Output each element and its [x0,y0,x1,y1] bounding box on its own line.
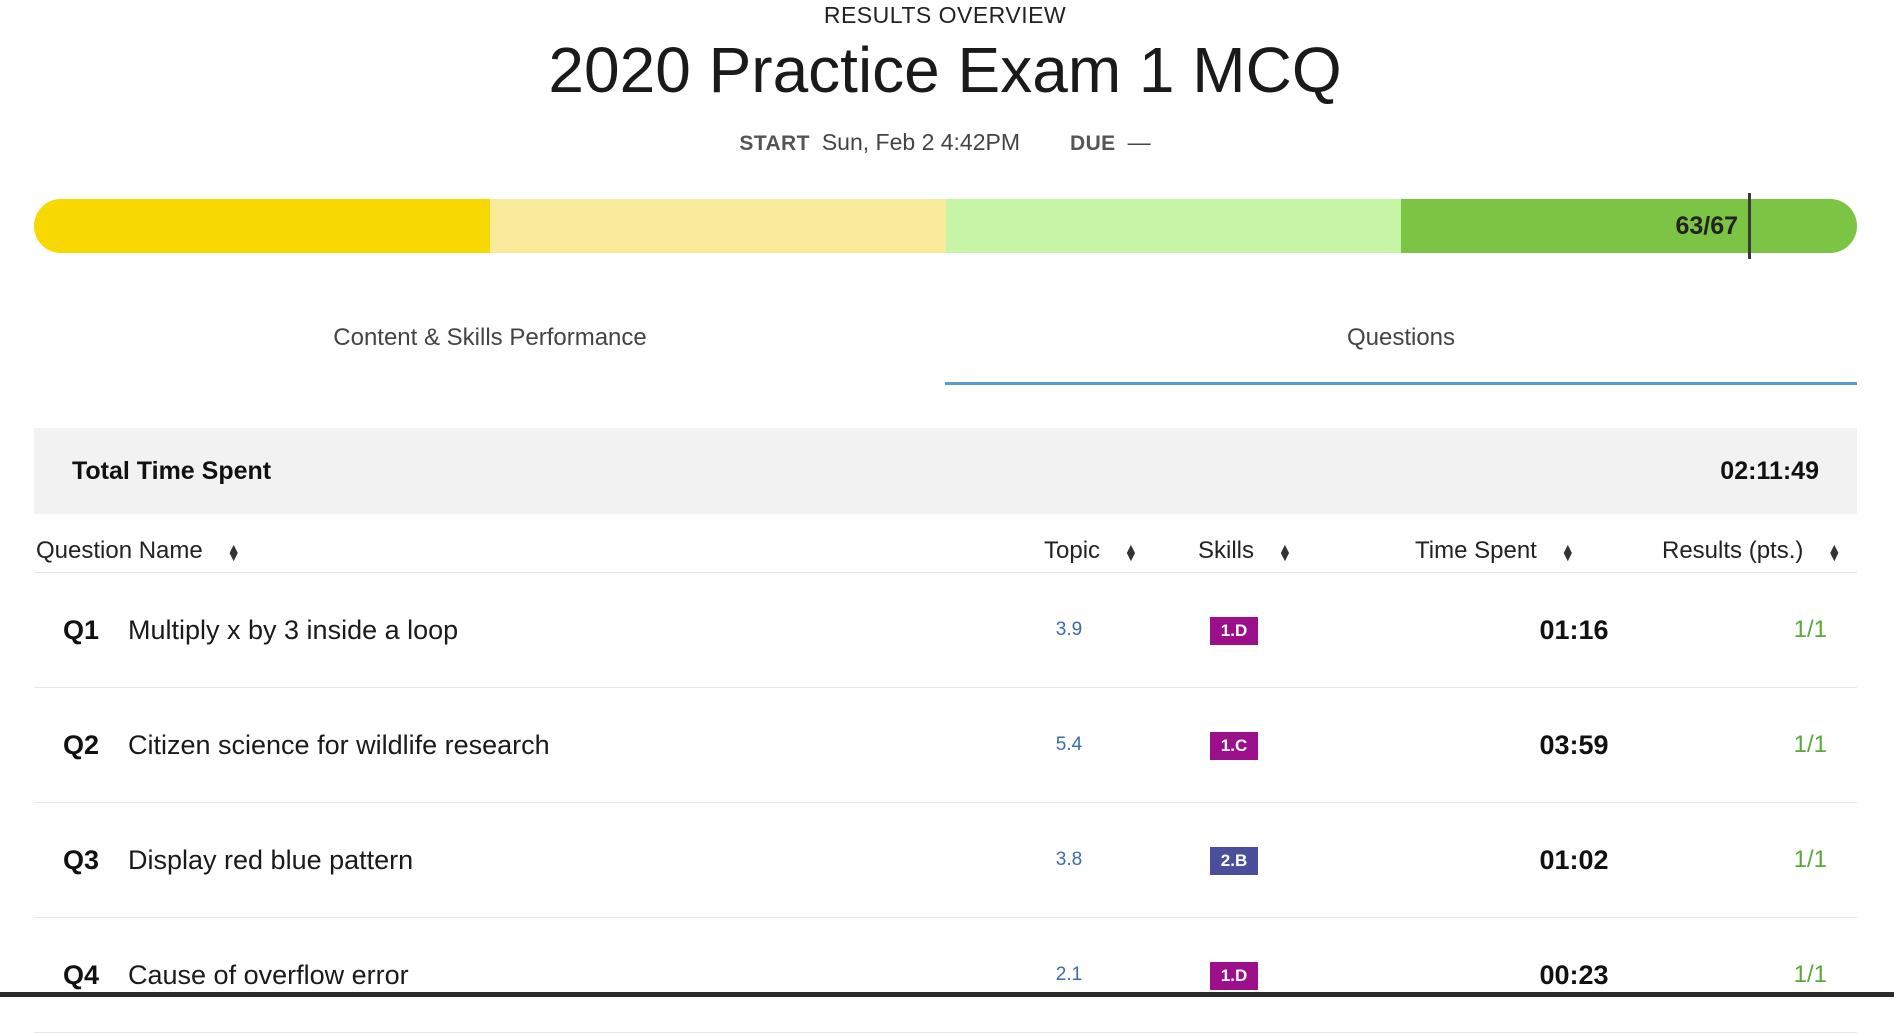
results-overview-label: RESULTS OVERVIEW [823,2,1067,28]
due-label: DUE [1070,132,1116,155]
question-number: Q3 [63,845,100,875]
score-text: 63/67 [1675,212,1738,240]
question-title[interactable]: Citizen science for wildlife research [128,730,550,760]
exam-meta: START Sun, Feb 2 4:42PM DUE — [0,122,1890,162]
score-bar [34,199,1857,253]
question-number: Q4 [63,960,100,990]
time-spent: 01:16 [1539,615,1609,645]
sort-updown-icon[interactable]: ▲ ▼ [226,539,241,564]
result-points: 1/1 [1793,616,1827,643]
table-row[interactable]: Q2 Citizen science for wildlife research… [34,688,1857,803]
skill-badge: 1.D [1210,962,1258,990]
topic-value: 2.1 [1055,964,1083,985]
sort-updown-icon[interactable]: ▲ ▼ [1124,539,1138,564]
column-time-spent[interactable]: Time Spent ▲ ▼ [1415,537,1575,564]
topic-value: 3.9 [1055,619,1083,640]
question-title[interactable]: Display red blue pattern [128,845,414,875]
column-topic[interactable]: Topic ▲ ▼ [1044,537,1138,564]
table-header: Question Name ▲ ▼ Topic ▲ ▼ Skills ▲ ▼ Time Sp… [34,530,1857,573]
topic-value: 3.8 [1055,849,1083,870]
column-results[interactable]: Results (pts.) ▲ ▼ [1662,537,1842,564]
page-title: 2020 Practice Exam 1 MCQ [548,34,1342,106]
result-points: 1/1 [1793,846,1827,873]
start-value: Sun, Feb 2 4:42PM [821,129,1021,155]
result-points: 1/1 [1793,731,1827,758]
topic-value: 5.4 [1055,734,1083,755]
score-bar-segment-1 [34,199,490,253]
time-spent: 03:59 [1539,730,1609,760]
column-question-name[interactable]: Question Name ▲ ▼ [36,537,241,564]
total-time-label: Total Time Spent [72,457,272,485]
start-label: START [739,132,810,155]
due-value: — [1127,129,1151,155]
time-spent: 01:02 [1539,845,1609,875]
tab-content-skills[interactable]: Content & Skills Performance [333,324,647,351]
total-time-panel: Total Time Spent 02:11:49 [34,428,1857,514]
skill-badge: 2.B [1210,847,1258,875]
question-title[interactable]: Multiply x by 3 inside a loop [128,615,459,645]
question-number: Q1 [63,615,100,645]
skill-badge: 1.C [1210,732,1258,760]
table-row[interactable]: Q3 Display red blue pattern 3.8 2.B 01:0… [34,803,1857,918]
sort-updown-icon[interactable]: ▲ ▼ [1278,539,1292,564]
score-bar-segment-4 [1401,199,1857,253]
score-bar-segment-2 [489,199,946,253]
result-points: 1/1 [1793,961,1827,988]
table-row[interactable]: Q4 Cause of overflow error 2.1 1.D 00:23… [34,918,1857,1033]
score-marker [1748,193,1751,259]
total-time-value: 02:11:49 [1720,457,1819,485]
question-number: Q2 [63,730,100,760]
time-spent: 00:23 [1539,960,1609,990]
score-bar-segment-3 [945,199,1402,253]
sort-updown-icon[interactable]: ▲ ▼ [1560,539,1575,564]
tab-questions[interactable]: Questions [945,310,1857,385]
table-row[interactable]: Q1 Multiply x by 3 inside a loop 3.9 1.D… [34,573,1857,688]
skill-badge: 1.D [1210,617,1258,645]
question-title[interactable]: Cause of overflow error [128,960,409,990]
column-skills[interactable]: Skills ▲ ▼ [1198,537,1292,564]
window-bottom-edge [0,992,1894,997]
sort-updown-icon[interactable]: ▲ ▼ [1827,539,1842,564]
